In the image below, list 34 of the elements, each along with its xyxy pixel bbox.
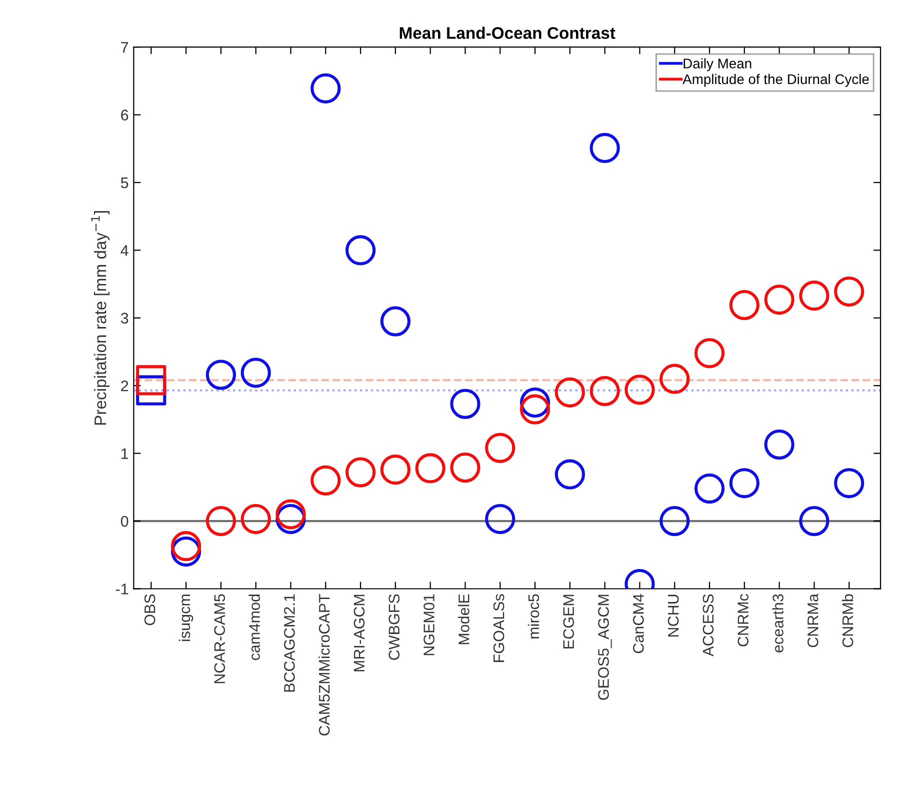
x-tick-label: FGOALSs	[493, 594, 504, 662]
x-tick-label: CWBGFS	[388, 594, 400, 660]
y-tick-label: 7	[121, 42, 128, 53]
x-tick-label: CNRMa	[807, 594, 818, 648]
x-tick-label: CanCM4	[632, 594, 644, 654]
x-tick-label: OBS	[144, 594, 156, 626]
legend-label: Amplitude of the Diurnal Cycle	[682, 74, 869, 87]
x-tick-label: MRI-AGCM	[354, 594, 365, 672]
x-tick-label: NCHU	[668, 594, 679, 636]
y-tick-label: 1	[122, 448, 128, 459]
y-tick-label: 2	[121, 380, 128, 392]
legend-label: Daily Mean	[684, 58, 752, 72]
x-tick-label: cam4mod	[248, 594, 260, 660]
x-tick-label: ACCESS	[702, 594, 714, 656]
x-tick-label: miroc5	[528, 594, 540, 638]
x-tick-label: ModelE	[458, 594, 470, 644]
x-tick-label: NGEM01	[424, 594, 434, 656]
x-tick-label: BCCAGCM2.1	[284, 594, 295, 692]
x-tick-label: isugcm	[178, 594, 194, 641]
x-tick-label: CAM5ZMMicroCAPT	[318, 594, 330, 736]
y-tick-label: 4	[120, 245, 128, 256]
x-tick-label: ECGEM	[563, 594, 574, 648]
x-tick-label: ecearth3	[772, 594, 784, 652]
y-tick-label: 6	[121, 110, 128, 120]
x-tick-label: NCAR-CAM5	[214, 594, 226, 684]
x-tick-label: CNRMb	[842, 594, 854, 648]
y-tick-label: 3	[120, 312, 128, 324]
chart-title: Mean Land-Ocean Contrast	[400, 26, 616, 39]
y-tick-label: 0	[120, 516, 128, 527]
y-tick-label: -1	[116, 584, 128, 594]
x-tick-label: CNRMc	[738, 594, 749, 646]
y-axis-title: Precipitation rate [mm day$^{−1}$]	[91, 211, 110, 425]
y-tick-label: 5	[120, 178, 128, 188]
x-tick-label: GEOS5_AGCM	[598, 594, 612, 700]
